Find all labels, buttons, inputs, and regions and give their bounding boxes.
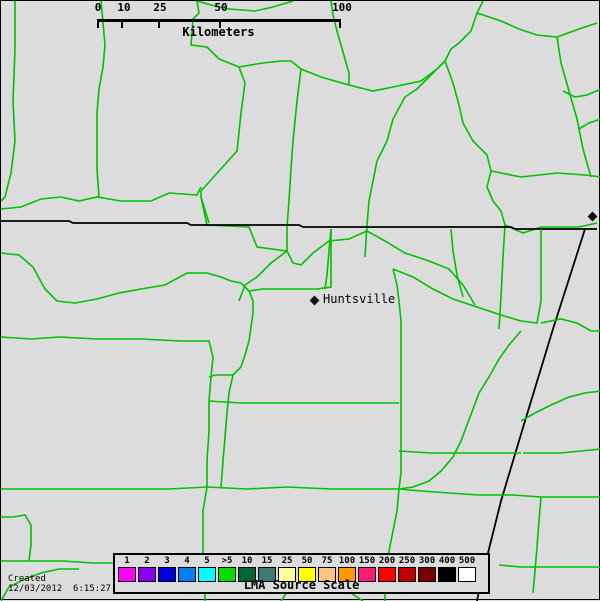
legend-color-swatch xyxy=(258,567,276,582)
legend-entry-label: 250 xyxy=(398,556,416,566)
created-timestamp: Created 12/03/2012 6:15:27 xyxy=(8,574,111,594)
legend-entry-label: 75 xyxy=(321,556,333,566)
scale-tick xyxy=(219,19,221,28)
scale-label: 25 xyxy=(153,1,167,14)
legend-entry[interactable]: 2 xyxy=(138,556,156,582)
legend-color-swatch xyxy=(318,567,336,582)
legend-entry-label: 150 xyxy=(358,556,376,566)
legend-entry-label: 500 xyxy=(458,556,476,566)
legend-entry-label: 5 xyxy=(204,556,210,566)
state-boundaries xyxy=(1,220,597,601)
scale-tick xyxy=(97,19,99,28)
legend-title: LMA Source Scale xyxy=(243,578,360,592)
scale-bar: 0 10 25 50 100 Kilometers xyxy=(0,0,600,40)
legend-swatch-row: 1 2 3 4 5 >5 10 15 25 50 75 100 150 200 250 300 400 500 xyxy=(118,556,476,582)
scale-bar-caption: Kilometers xyxy=(182,25,255,39)
legend-color-swatch xyxy=(418,567,436,582)
legend-entry[interactable]: 100 xyxy=(338,556,356,582)
scale-tick xyxy=(121,19,123,28)
scale-label: 0 xyxy=(94,1,102,14)
legend-entry[interactable]: 400 xyxy=(438,556,456,582)
scale-tick xyxy=(339,19,341,28)
legend-entry[interactable]: 75 xyxy=(318,556,336,582)
legend-color-swatch xyxy=(238,567,256,582)
legend-color-swatch xyxy=(178,567,196,582)
legend-entry[interactable]: 4 xyxy=(178,556,196,582)
legend-entry-label: 3 xyxy=(164,556,170,566)
legend-entry[interactable]: 250 xyxy=(398,556,416,582)
legend-color-swatch xyxy=(398,567,416,582)
scale-label: 100 xyxy=(332,1,352,14)
scale-bar-line xyxy=(97,19,340,22)
scale-label: 10 xyxy=(117,1,131,14)
legend-entry-label: 25 xyxy=(281,556,293,566)
legend-entry-label: 10 xyxy=(241,556,253,566)
legend-entry[interactable]: 15 xyxy=(258,556,276,582)
legend-entry[interactable]: 1 xyxy=(118,556,136,582)
legend-entry[interactable]: 5 xyxy=(198,556,216,582)
scale-tick xyxy=(158,19,160,28)
legend-color-swatch xyxy=(278,567,296,582)
legend-entry[interactable]: 500 xyxy=(458,556,476,582)
legend-color-swatch xyxy=(358,567,376,582)
legend-entry-label: 200 xyxy=(378,556,396,566)
legend-entry-label: 100 xyxy=(338,556,356,566)
legend-entry-label: 50 xyxy=(301,556,313,566)
legend-entry-label: 2 xyxy=(144,556,150,566)
legend-color-swatch xyxy=(378,567,396,582)
legend-color-swatch xyxy=(118,567,136,582)
scale-label: 50 xyxy=(214,1,228,14)
legend-entry[interactable]: 25 xyxy=(278,556,296,582)
legend-entry[interactable]: 10 xyxy=(238,556,256,582)
legend-entry[interactable]: 3 xyxy=(158,556,176,582)
legend-entry-label: 1 xyxy=(124,556,130,566)
legend-color-swatch xyxy=(138,567,156,582)
legend-entry[interactable]: >5 xyxy=(218,556,236,582)
legend-entry-label: >5 xyxy=(221,556,233,566)
legend-color-swatch xyxy=(338,567,356,582)
legend-entry[interactable]: 300 xyxy=(418,556,436,582)
legend-panel: 1 2 3 4 5 >5 10 15 25 50 75 100 150 200 250 300 400 500 L… xyxy=(113,553,490,594)
legend-color-swatch xyxy=(158,567,176,582)
legend-entry-label: 15 xyxy=(261,556,273,566)
legend-entry[interactable]: 200 xyxy=(378,556,396,582)
legend-entry[interactable]: 150 xyxy=(358,556,376,582)
legend-entry-label: 4 xyxy=(184,556,190,566)
legend-color-swatch xyxy=(438,567,456,582)
legend-color-swatch xyxy=(298,567,316,582)
legend-color-swatch xyxy=(218,567,236,582)
legend-entry[interactable]: 50 xyxy=(298,556,316,582)
county-boundaries-alabama xyxy=(1,228,600,601)
city-label: Huntsville xyxy=(323,292,396,306)
legend-entry-label: 400 xyxy=(438,556,456,566)
legend-color-swatch xyxy=(458,567,476,582)
legend-color-swatch xyxy=(198,567,216,582)
county-boundaries xyxy=(1,1,600,330)
legend-entry-label: 300 xyxy=(418,556,436,566)
